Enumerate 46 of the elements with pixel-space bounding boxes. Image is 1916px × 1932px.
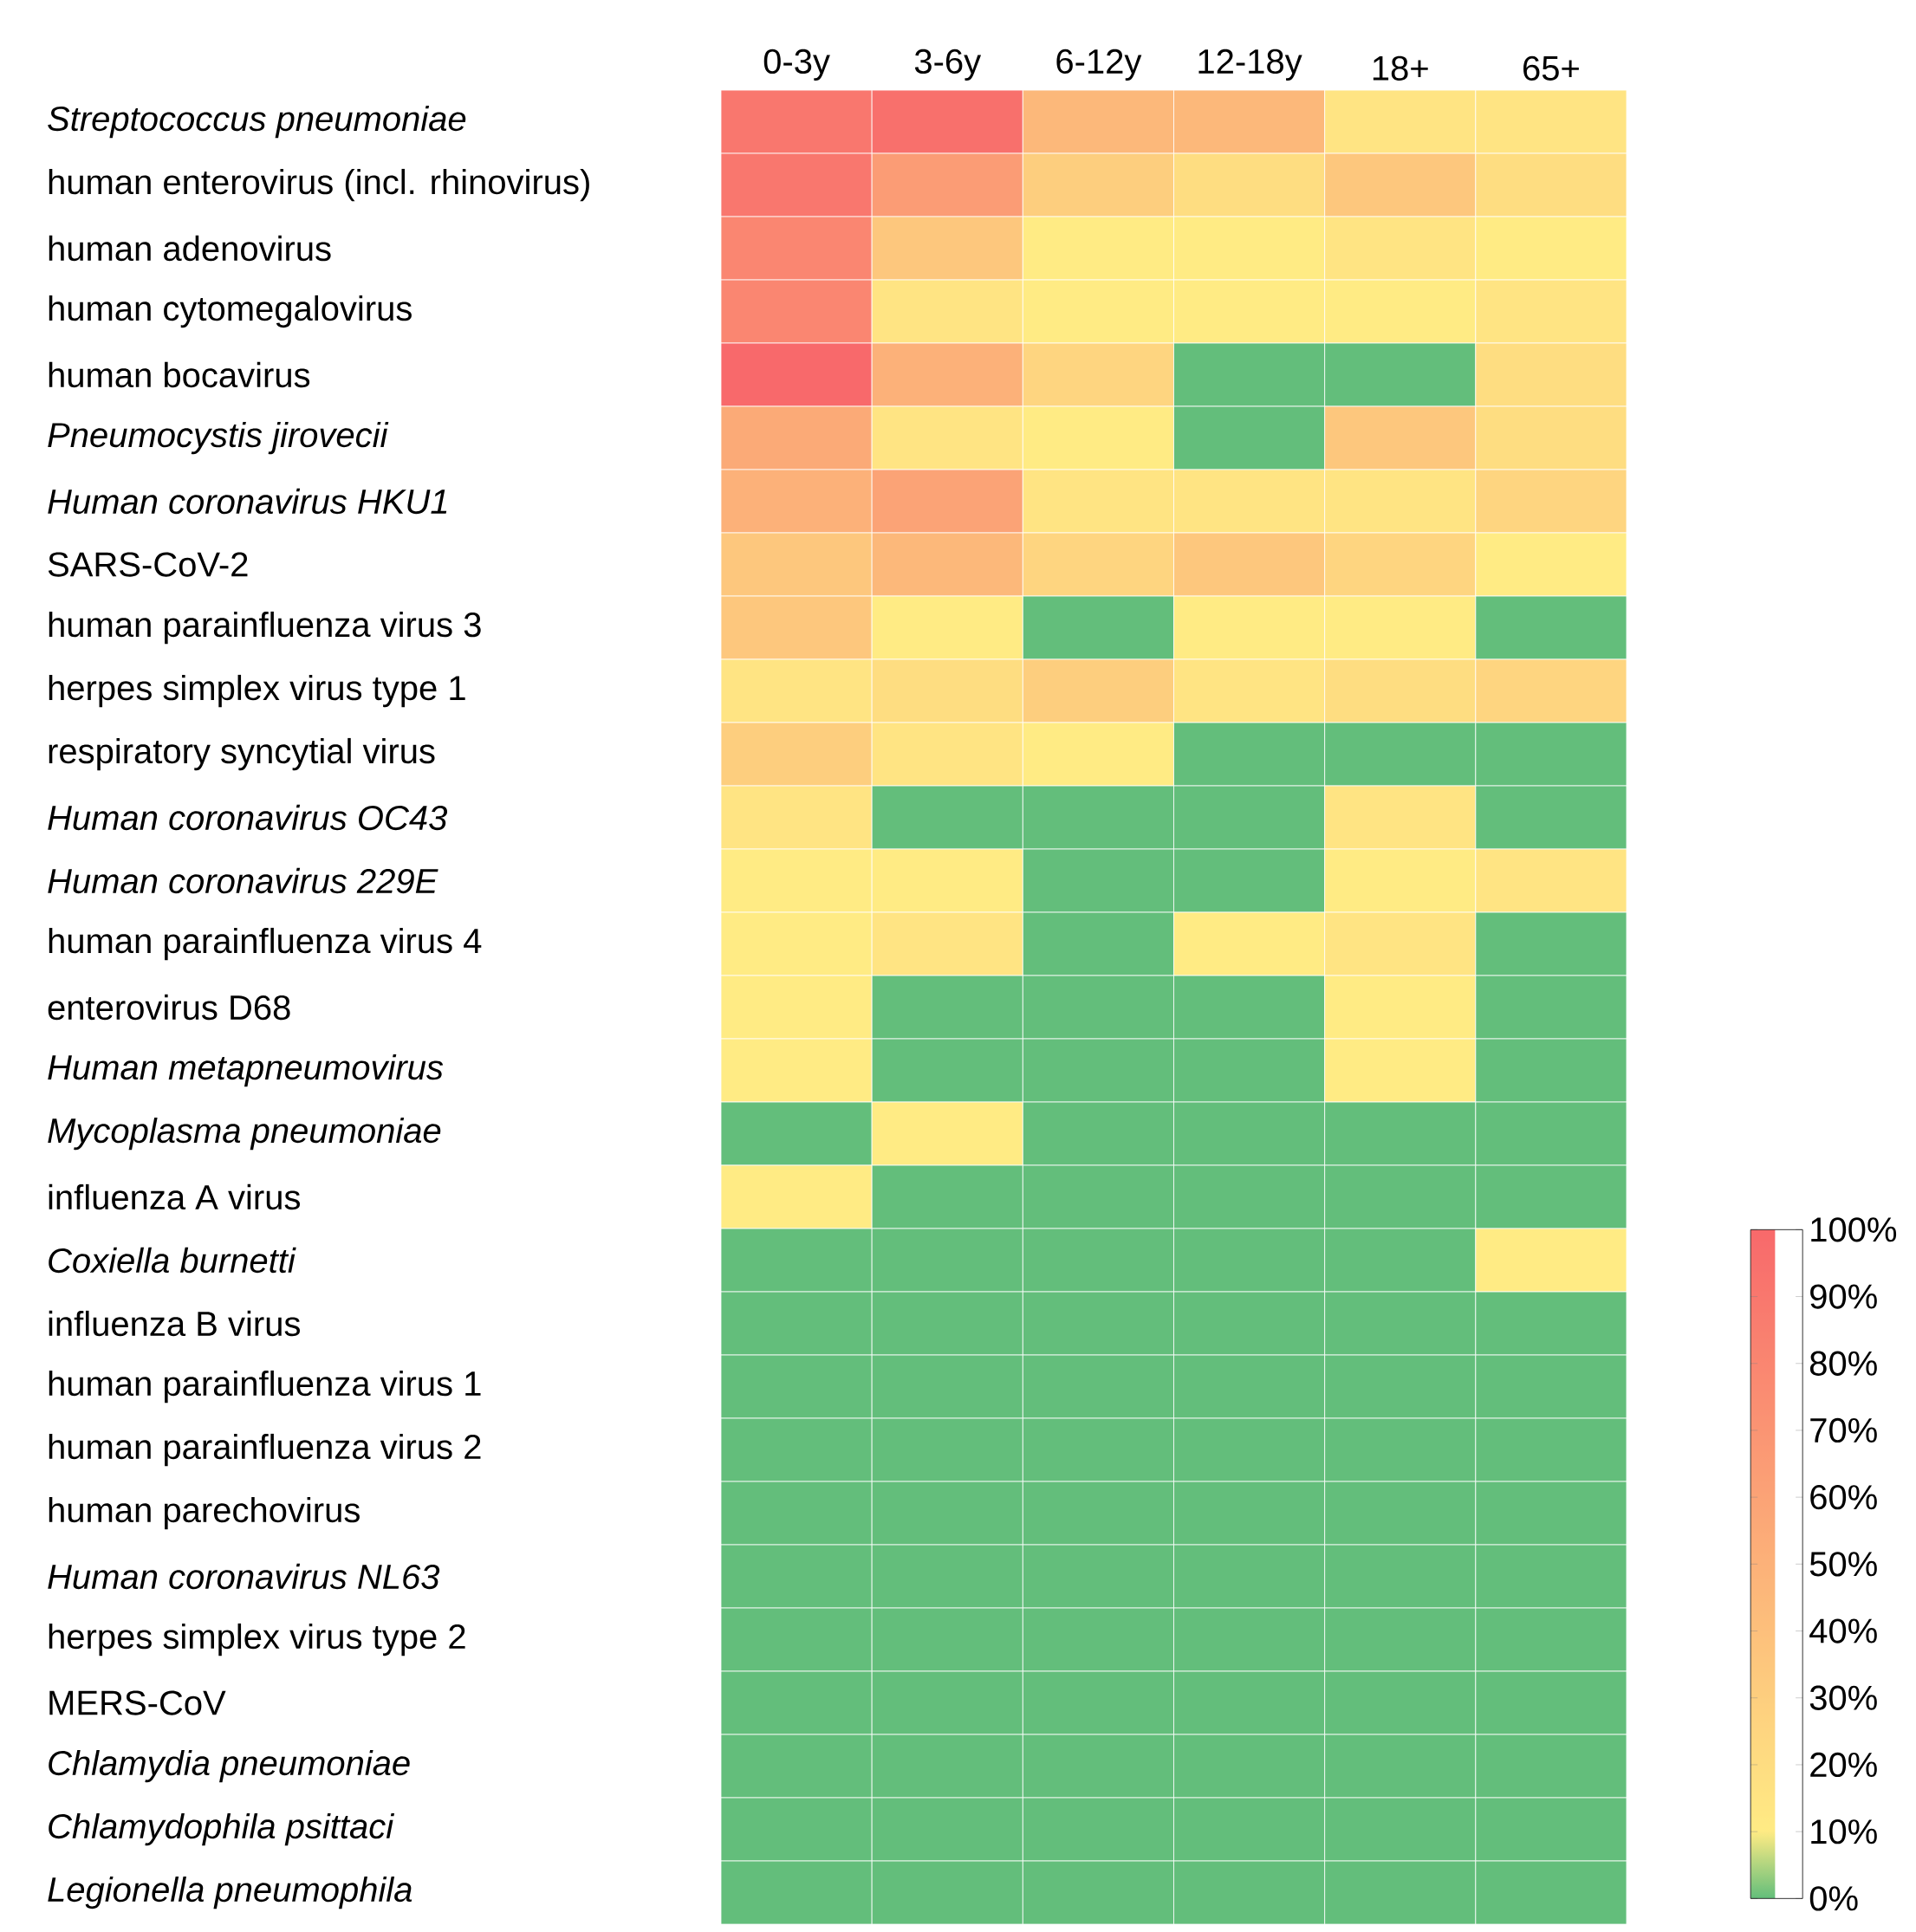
color-bar-label: 70% <box>1810 1417 1877 1443</box>
x-tick-label: 18+ <box>1373 55 1428 81</box>
y-tick-label: influenza A virus <box>49 1183 300 1210</box>
y-tick-label: Human coronavirus HKU1 <box>48 488 447 515</box>
color-bar-label: 60% <box>1810 1484 1877 1510</box>
y-tick-label: human parainfluenza virus 3 <box>49 611 481 645</box>
y-tick-label: human parainfluenza virus 2 <box>49 1433 481 1467</box>
color-bar-label: 40% <box>1809 1618 1877 1643</box>
color-bar-label: 90% <box>1810 1284 1877 1309</box>
y-tick-label: human enterovirus (incl. rhinovirus) <box>49 168 589 202</box>
y-tick-label: human adenovirus <box>49 235 331 262</box>
x-tick-label: 6-12y <box>1056 49 1142 81</box>
y-tick-label: Mycoplasma pneumoniae <box>48 1117 441 1151</box>
y-tick-label: Legionella pneumophila <box>48 1876 412 1909</box>
y-tick-label: Human coronavirus 229E <box>48 867 438 894</box>
color-bar-label: 10% <box>1811 1819 1877 1844</box>
color-bar-label: 20% <box>1810 1752 1877 1778</box>
y-tick-label: human parainfluenza virus 1 <box>49 1370 481 1404</box>
color-bar-label: 30% <box>1809 1685 1877 1710</box>
y-tick-label: Streptococcus pneumoniae <box>48 105 466 139</box>
color-bar-label: 80% <box>1809 1351 1877 1376</box>
y-tick-label: enterovirus D68 <box>48 994 290 1021</box>
y-tick-label: Chlamydophila psittaci <box>49 1812 395 1846</box>
y-tick-label: herpes simplex virus type 1 <box>49 674 465 708</box>
color-bar-label: 50% <box>1809 1552 1877 1577</box>
y-tick-label: Chlamydia pneumoniae <box>49 1749 410 1783</box>
y-tick-label: Human coronavirus NL63 <box>48 1563 440 1590</box>
y-tick-label: Pneumocystis jirovecii <box>48 421 389 455</box>
color-bar-label: 0% <box>1809 1886 1858 1911</box>
y-tick-label: Coxiella burnetti <box>49 1247 296 1274</box>
y-tick-label: influenza B virus <box>49 1310 300 1337</box>
y-tick-label: Human metapneumovirus <box>48 1054 444 1087</box>
y-tick-label: human bocavirus <box>49 361 310 388</box>
y-tick-label: human parechovirus <box>49 1496 360 1530</box>
x-tick-label: 3-6y <box>914 49 982 81</box>
y-tick-label: Human coronavirus OC43 <box>48 804 448 831</box>
y-tick-label: herpes simplex virus type 2 <box>49 1623 465 1656</box>
y-tick-label: MERS-CoV <box>49 1690 226 1715</box>
color-bar-label: 100% <box>1811 1217 1897 1242</box>
y-tick-label: human parainfluenza virus 4 <box>49 927 482 961</box>
x-tick-label: 65+ <box>1523 55 1579 81</box>
x-tick-label: 12-18y <box>1198 49 1302 81</box>
y-tick-label: respiratory syncytial virus <box>49 737 435 771</box>
x-tick-label: 0-3y <box>763 49 830 81</box>
y-tick-label: SARS-CoV-2 <box>48 552 248 577</box>
y-tick-label: human cytomegalovirus <box>49 295 412 328</box>
